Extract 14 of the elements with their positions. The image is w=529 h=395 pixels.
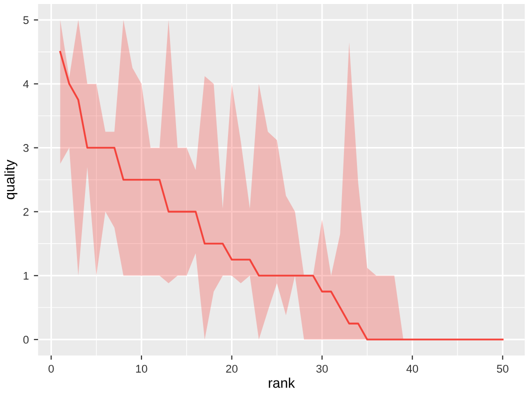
x-tick-label: 20 <box>226 364 238 373</box>
x-axis-title: rank <box>268 378 295 388</box>
x-tick-label: 10 <box>136 364 148 373</box>
x-tick-label: 50 <box>496 364 508 373</box>
y-axis-title: quality <box>4 160 18 200</box>
y-tick-label: 3 <box>23 144 29 152</box>
x-tick-label: 30 <box>316 364 328 373</box>
x-tick-label: 40 <box>406 364 418 373</box>
x-tick-label: 0 <box>48 364 54 373</box>
y-tick-label: 1 <box>24 272 29 280</box>
y-tick-label: 5 <box>23 16 29 24</box>
y-tick-label: 4 <box>23 80 29 88</box>
y-tick-label: 0 <box>23 336 29 344</box>
y-tick-label: 2 <box>23 208 29 216</box>
